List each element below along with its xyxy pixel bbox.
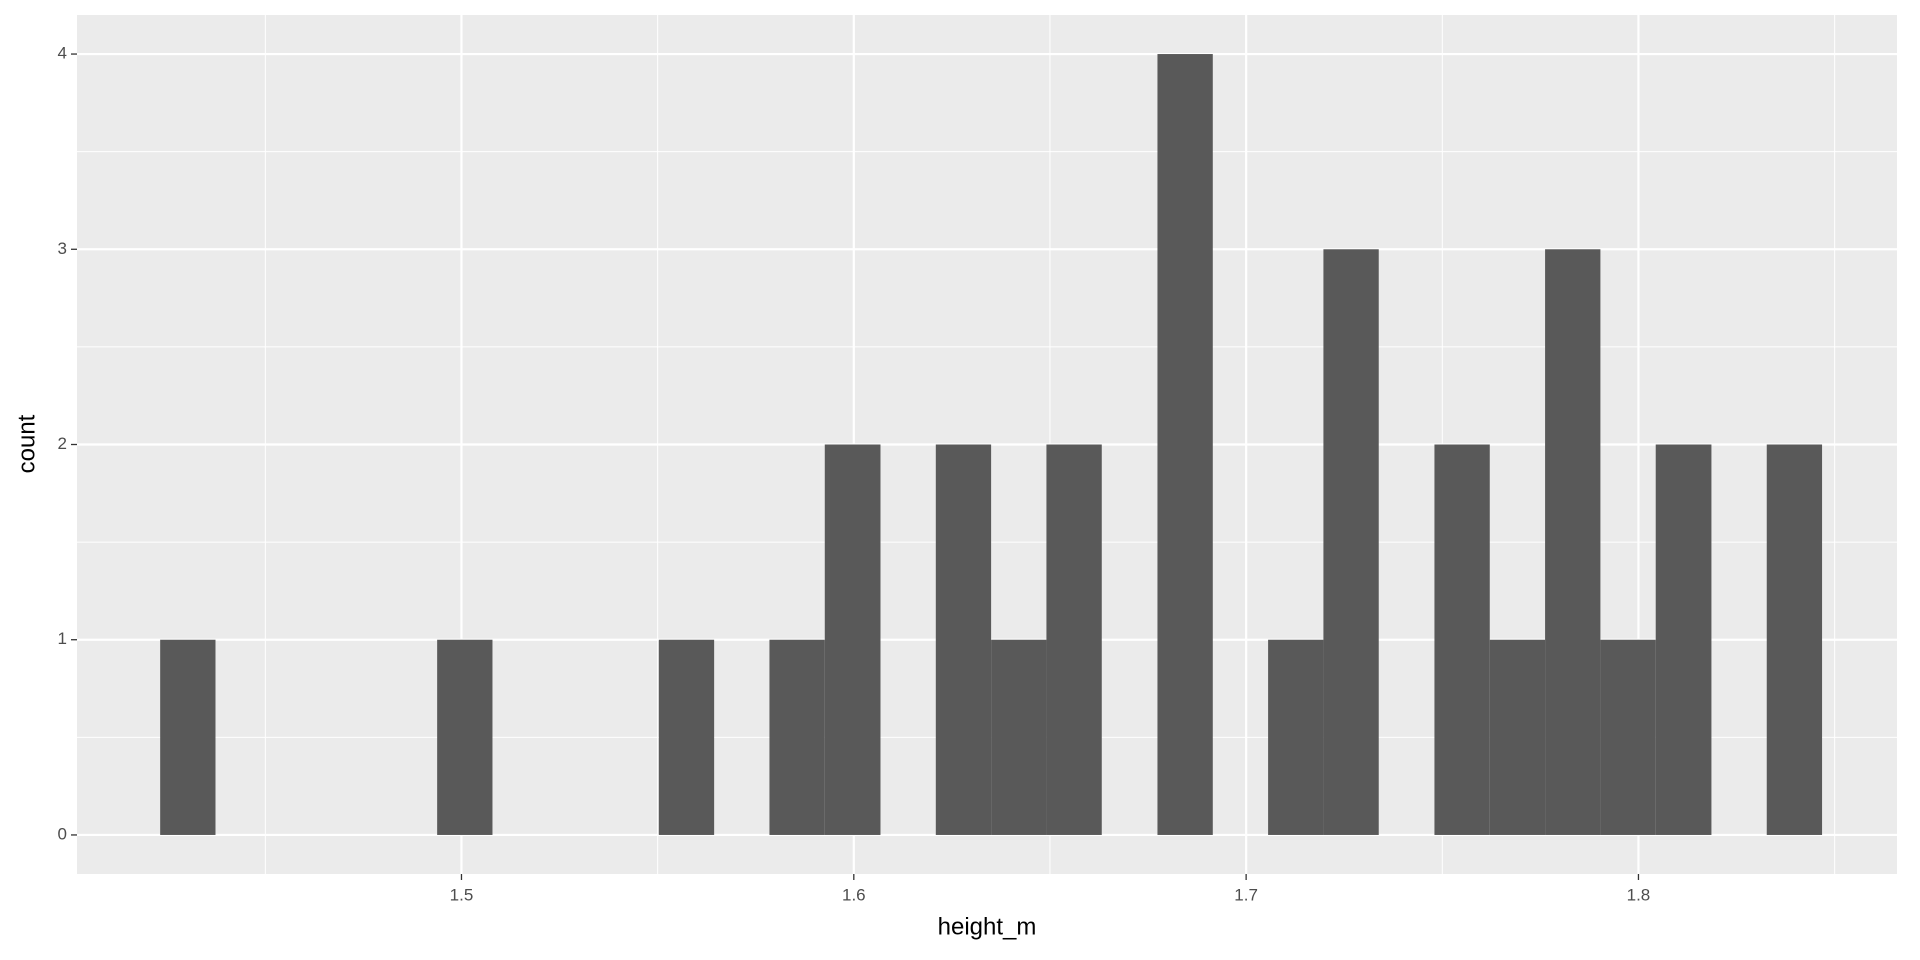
y-tick-label: 4 (58, 44, 67, 63)
bar (991, 639, 1047, 835)
bar (1489, 639, 1546, 835)
bar (1268, 639, 1324, 835)
x-tick-label: 1.6 (842, 885, 866, 904)
x-tick-label: 1.7 (1234, 885, 1258, 904)
bar (1157, 54, 1213, 835)
y-tick-label: 1 (58, 629, 67, 648)
bar (1046, 444, 1102, 835)
bar (1655, 444, 1712, 835)
bar (437, 639, 493, 835)
bar (935, 444, 992, 835)
bar (1600, 639, 1656, 835)
y-axis-title: count (13, 414, 40, 473)
bar (1323, 249, 1379, 835)
bar (1434, 444, 1490, 835)
y-tick-label: 0 (58, 824, 67, 843)
y-tick-label: 2 (58, 434, 67, 453)
bar (824, 444, 881, 835)
bar (160, 639, 216, 835)
y-tick-label: 3 (58, 239, 67, 258)
bar (769, 639, 825, 835)
x-axis-title: height_m (938, 913, 1037, 940)
x-tick-label: 1.5 (450, 885, 474, 904)
bar (1545, 249, 1601, 835)
bar (1766, 444, 1823, 835)
x-tick-label: 1.8 (1627, 885, 1651, 904)
bar (658, 639, 715, 835)
bars (160, 54, 1823, 835)
